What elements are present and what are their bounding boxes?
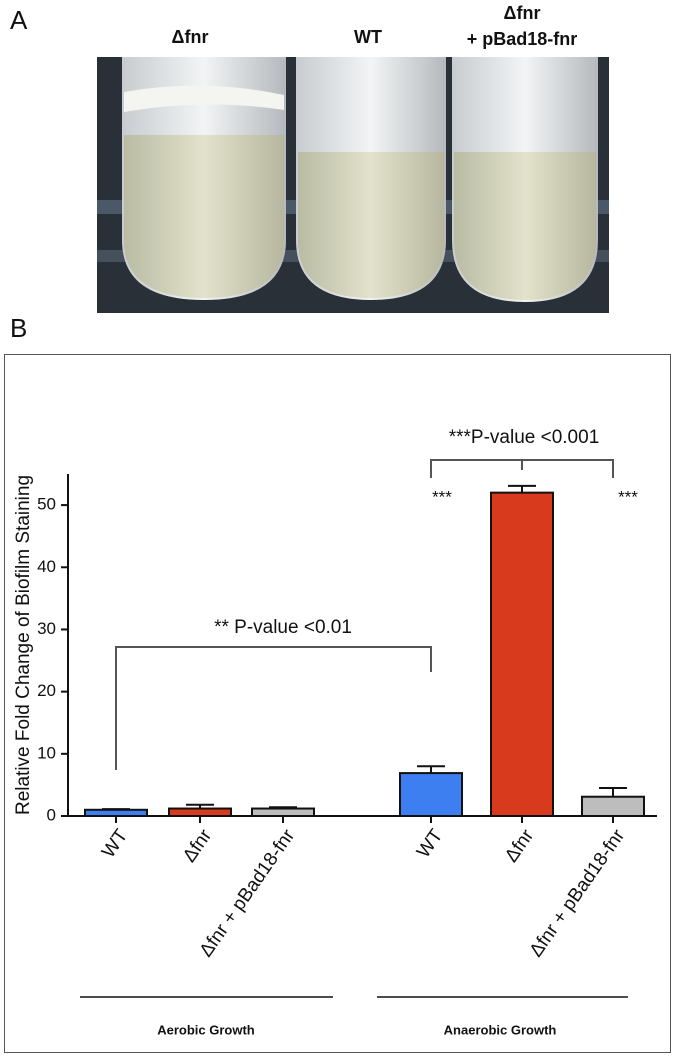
tube-label: Δfnr	[504, 3, 541, 23]
tube-liquid	[454, 152, 596, 300]
x-tick-label: WT	[98, 825, 132, 862]
panel-label: A	[10, 5, 28, 35]
y-tick-label: 20	[37, 681, 56, 700]
annotation: ***P-value <0.001	[449, 427, 600, 448]
bar	[84, 808, 148, 817]
y-tick-label: 50	[37, 495, 56, 514]
y-tick-label: 10	[37, 743, 56, 762]
y-tick-label: 30	[37, 619, 56, 638]
tube-label: + pBad18-fnr	[467, 29, 578, 49]
bar	[168, 807, 232, 818]
x-tick-label: Δfnr	[179, 825, 217, 866]
bar	[251, 807, 315, 818]
group-label: Aerobic Growth	[157, 1022, 255, 1037]
panel-label: B	[10, 313, 27, 343]
tube-liquid	[298, 152, 444, 298]
tube-liquid	[124, 135, 284, 298]
bar	[490, 491, 554, 817]
annotation: ***	[618, 487, 638, 506]
x-tick-label: WT	[413, 825, 447, 862]
annotation: ***	[432, 487, 452, 506]
tube-label: WT	[354, 27, 382, 47]
bar	[581, 795, 645, 817]
y-tick-label: 40	[37, 557, 56, 576]
x-tick-label: Δfnr + pBad18-fnr	[526, 825, 630, 961]
tube-label: Δfnr	[172, 27, 209, 47]
annotation: ** P-value <0.01	[214, 617, 352, 638]
bar	[399, 772, 463, 817]
biofilm-ring	[124, 85, 284, 112]
x-tick-label: Δfnr + pBad18-fnr	[196, 825, 300, 961]
x-tick-label: Δfnr	[501, 825, 539, 866]
photo	[97, 57, 609, 313]
y-axis-label: Relative Fold Change of Biofilm Staining	[13, 475, 34, 815]
significance-bracket	[115, 646, 432, 770]
significance-bracket	[430, 459, 614, 478]
y-tick-label: 0	[47, 805, 56, 824]
group-label: Anaerobic Growth	[444, 1022, 557, 1037]
panel-frame	[4, 354, 671, 1053]
